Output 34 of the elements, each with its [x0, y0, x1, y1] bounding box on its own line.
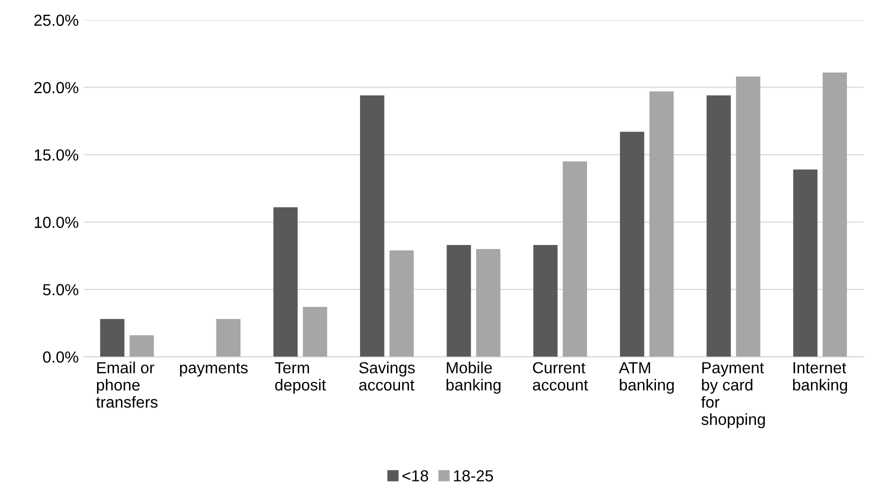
y-tick-label: 15.0%: [34, 149, 78, 161]
bar: [130, 335, 154, 357]
x-tick-label: Savings account: [359, 362, 415, 391]
bar: [390, 250, 414, 357]
legend-label: <18: [402, 470, 428, 482]
y-tick-label: 5.0%: [43, 284, 78, 296]
bar: [793, 170, 818, 357]
bar: [533, 244, 558, 357]
x-tick-label: Current account: [532, 362, 588, 391]
x-tick-label: Payment by card for shopping: [701, 362, 765, 428]
x-tick-label: Email or phone transfers: [96, 362, 158, 408]
bar: [100, 319, 124, 357]
x-tick-label: Mobile banking: [446, 362, 500, 394]
bar: [736, 76, 760, 357]
x-tick-label: Internet banking: [793, 362, 848, 394]
y-tick-label: 20.0%: [34, 82, 78, 94]
y-tick-label: 10.0%: [34, 216, 78, 228]
bar: [302, 306, 328, 357]
bar: [706, 95, 731, 357]
bar: [620, 132, 644, 357]
bar: [446, 244, 471, 357]
bar: [476, 249, 500, 357]
x-tick-label: payments: [180, 362, 248, 377]
y-tick-label: 25.0%: [34, 14, 78, 26]
legend-label: 18-25: [454, 470, 493, 482]
x-tick-label: Term deposit: [274, 362, 326, 394]
bar: [649, 91, 674, 357]
x-tick-label: ATM banking: [618, 362, 674, 394]
bar: [562, 161, 588, 357]
bar: [360, 95, 384, 357]
bar: [822, 72, 847, 357]
y-tick-label: 0.0%: [43, 351, 78, 363]
bar: [216, 319, 240, 357]
bar: [273, 207, 298, 357]
